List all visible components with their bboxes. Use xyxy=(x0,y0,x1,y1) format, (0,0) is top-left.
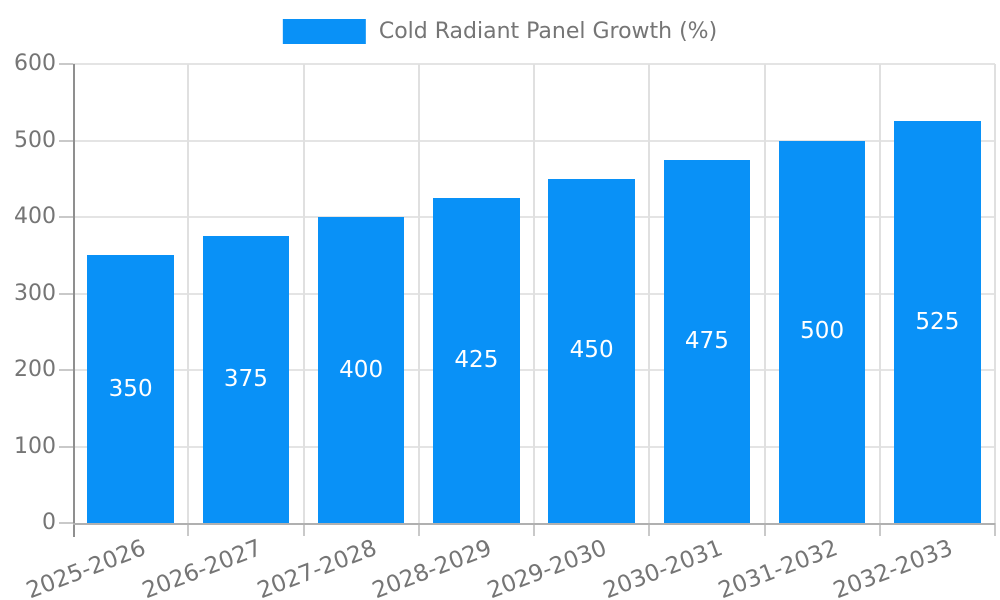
y-axis-tick xyxy=(59,292,73,295)
bar[interactable]: 400 xyxy=(317,217,405,523)
gridline-vertical xyxy=(533,64,535,523)
x-axis-tick xyxy=(187,523,190,536)
x-axis-label: 2031-2032 xyxy=(714,535,842,600)
gridline-vertical xyxy=(187,64,190,523)
bar-value-label: 425 xyxy=(454,346,499,373)
bar[interactable]: 525 xyxy=(894,121,981,523)
x-axis-label: 2032-2033 xyxy=(829,535,957,600)
x-axis-tick xyxy=(763,523,766,536)
bar[interactable]: 375 xyxy=(202,236,290,523)
bar-value-label: 350 xyxy=(108,375,153,402)
x-axis-tick xyxy=(533,523,535,536)
bar[interactable]: 350 xyxy=(87,255,174,523)
bar-value-label: 475 xyxy=(684,327,729,354)
x-axis-label: 2028-2029 xyxy=(368,535,496,600)
gridline-vertical xyxy=(648,64,651,523)
y-axis-tick-label: 600 xyxy=(14,51,56,76)
gridline-vertical xyxy=(878,64,881,523)
x-axis-label: 2027-2028 xyxy=(253,535,381,600)
x-axis-tick xyxy=(417,523,420,536)
bar-value-label: 525 xyxy=(915,308,960,335)
gridline-vertical xyxy=(994,64,996,523)
y-axis-tick-label: 100 xyxy=(14,433,56,459)
y-axis-tick xyxy=(59,63,73,65)
y-axis-tick xyxy=(59,369,73,371)
x-axis-label: 2025-2026 xyxy=(23,535,150,600)
gridline-vertical xyxy=(417,64,420,523)
y-axis-tick-label: 300 xyxy=(14,280,56,306)
x-axis-tick xyxy=(878,523,881,536)
bar-value-label: 450 xyxy=(569,337,614,364)
x-axis-label: 2030-2031 xyxy=(599,535,726,600)
x-axis-label: 2029-2030 xyxy=(484,535,611,600)
y-axis-tick xyxy=(59,522,73,524)
y-axis-line xyxy=(73,64,75,537)
x-axis-tick xyxy=(302,523,305,536)
bar-value-label: 500 xyxy=(800,318,845,345)
bar-value-label: 400 xyxy=(339,356,384,383)
bar[interactable]: 475 xyxy=(663,159,751,523)
x-axis-tick xyxy=(994,523,996,536)
legend-label: Cold Radiant Panel Growth (%) xyxy=(378,19,718,44)
legend-swatch xyxy=(282,19,366,44)
y-axis-tick-label: 500 xyxy=(14,127,56,153)
plot-area: 350 375 400 425 450 475 500 525 xyxy=(59,63,996,537)
y-axis-tick-label: 200 xyxy=(14,357,56,382)
x-axis-label: 2026-2027 xyxy=(138,535,265,600)
bar[interactable]: 425 xyxy=(433,197,520,523)
gridline-vertical xyxy=(302,64,305,523)
y-axis-tick-label: 400 xyxy=(14,204,56,229)
bar[interactable]: 450 xyxy=(548,178,635,523)
bar[interactable]: 500 xyxy=(778,140,866,523)
y-axis-tick-label: 0 xyxy=(42,510,56,535)
x-axis-line xyxy=(73,523,995,525)
bar-value-label: 375 xyxy=(223,366,268,393)
y-axis-tick xyxy=(59,139,73,142)
gridline-vertical xyxy=(763,64,766,523)
x-axis-tick xyxy=(648,523,651,536)
legend-item[interactable]: Cold Radiant Panel Growth (%) xyxy=(282,19,718,44)
y-axis-tick xyxy=(59,445,73,448)
y-axis-tick xyxy=(59,216,73,218)
